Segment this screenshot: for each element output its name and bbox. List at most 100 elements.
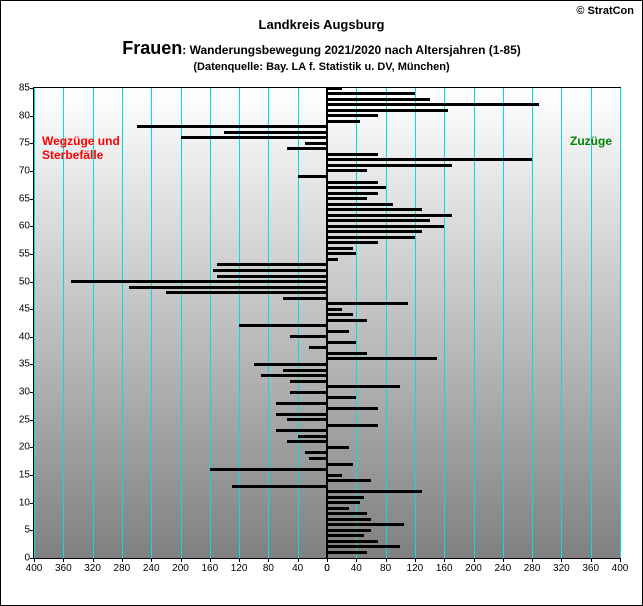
y-tick-label: 5 — [10, 525, 30, 536]
y-tick-mark — [30, 420, 34, 421]
bar — [327, 208, 422, 211]
y-tick-mark — [30, 475, 34, 476]
region-title: Landkreis Augsburg — [1, 17, 642, 32]
y-tick-label: 30 — [10, 387, 30, 398]
bar — [327, 529, 371, 532]
x-tick-label: 80 — [380, 563, 391, 574]
y-tick-mark — [30, 447, 34, 448]
x-tick-label: 400 — [612, 563, 629, 574]
y-tick-mark — [30, 309, 34, 310]
x-tick-mark — [34, 558, 35, 562]
y-tick-mark — [30, 199, 34, 200]
bar — [327, 540, 378, 543]
bar — [137, 125, 327, 128]
bar — [287, 418, 327, 421]
gridline — [620, 88, 621, 558]
bar — [327, 225, 444, 228]
bar — [327, 357, 437, 360]
x-tick-label: 320 — [553, 563, 570, 574]
bar — [327, 181, 378, 184]
bar — [327, 302, 408, 305]
gridline — [122, 88, 123, 558]
gridline — [181, 88, 182, 558]
x-tick-label: 40 — [292, 563, 303, 574]
bar — [327, 551, 367, 554]
y-tick-label: 35 — [10, 359, 30, 370]
x-tick-mark — [210, 558, 211, 562]
bar — [327, 523, 404, 526]
bar — [327, 87, 342, 90]
x-tick-mark — [561, 558, 562, 562]
main-title-big: Frauen — [122, 38, 182, 58]
x-tick-mark — [444, 558, 445, 562]
bar — [327, 319, 367, 322]
bar — [327, 252, 356, 255]
bar — [327, 518, 371, 521]
y-tick-label: 10 — [10, 497, 30, 508]
y-tick-mark — [30, 254, 34, 255]
bar — [327, 352, 367, 355]
y-tick-label: 70 — [10, 165, 30, 176]
bar — [254, 363, 327, 366]
y-tick-label: 85 — [10, 83, 30, 94]
bar — [327, 512, 367, 515]
x-tick-mark — [620, 558, 621, 562]
main-title: Frauen: Wanderungsbewegung 2021/2020 nac… — [1, 38, 642, 59]
bar — [327, 385, 400, 388]
y-tick-mark — [30, 503, 34, 504]
y-tick-label: 0 — [10, 553, 30, 564]
gridline — [210, 88, 211, 558]
x-tick-label: 280 — [114, 563, 131, 574]
bar — [327, 219, 430, 222]
x-tick-mark — [151, 558, 152, 562]
x-tick-label: 320 — [84, 563, 101, 574]
y-tick-mark — [30, 88, 34, 89]
bar — [217, 263, 327, 266]
bar — [327, 214, 452, 217]
x-tick-label: 360 — [55, 563, 72, 574]
bar — [327, 490, 422, 493]
bar — [327, 236, 415, 239]
x-tick-label: 280 — [524, 563, 541, 574]
bar — [283, 297, 327, 300]
bar — [276, 413, 327, 416]
chart-container: © StratCon Landkreis Augsburg Frauen: Wa… — [0, 0, 643, 606]
bar — [327, 114, 378, 117]
x-tick-label: 160 — [436, 563, 453, 574]
bar — [129, 286, 327, 289]
bar — [327, 507, 349, 510]
x-tick-mark — [356, 558, 357, 562]
bar — [210, 468, 327, 471]
bar — [224, 131, 327, 134]
bar — [239, 324, 327, 327]
label-wegzuege: Wegzüge und Sterbefälle — [42, 134, 120, 162]
y-tick-label: 60 — [10, 221, 30, 232]
x-tick-mark — [474, 558, 475, 562]
x-tick-mark — [532, 558, 533, 562]
bar — [327, 203, 393, 206]
gridline — [34, 88, 35, 558]
x-tick-label: 240 — [494, 563, 511, 574]
y-tick-label: 80 — [10, 110, 30, 121]
bar — [327, 313, 353, 316]
y-tick-label: 40 — [10, 331, 30, 342]
main-title-rest: : Wanderungsbewegung 2021/2020 nach Alte… — [182, 43, 521, 57]
bar — [327, 169, 367, 172]
bar — [327, 192, 378, 195]
bar — [327, 407, 378, 410]
bar — [327, 186, 386, 189]
chart-area: Wegzüge und Sterbefälle Zuzüge 051015202… — [33, 87, 621, 559]
bar — [327, 158, 532, 161]
bar — [327, 92, 415, 95]
bar — [327, 534, 364, 537]
bar — [327, 545, 400, 548]
y-tick-label: 20 — [10, 442, 30, 453]
bar — [327, 396, 356, 399]
gridline — [532, 88, 533, 558]
x-tick-mark — [239, 558, 240, 562]
x-tick-label: 200 — [465, 563, 482, 574]
bar — [276, 402, 327, 405]
bar — [305, 451, 327, 454]
y-tick-label: 55 — [10, 248, 30, 259]
y-tick-label: 25 — [10, 414, 30, 425]
